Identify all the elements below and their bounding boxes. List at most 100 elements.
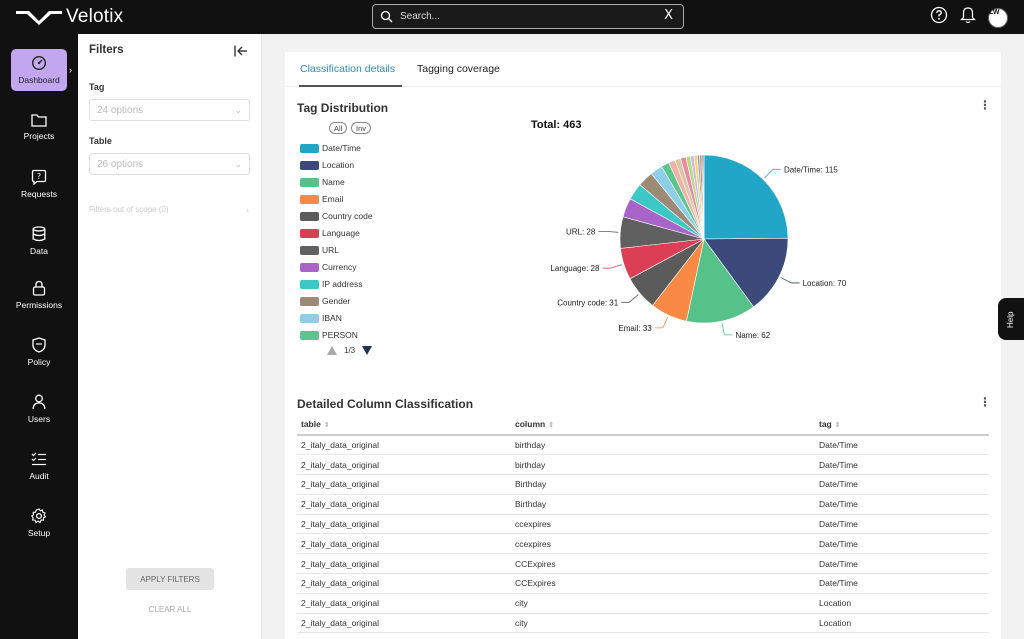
column-header-table[interactable]: table ⇕ <box>297 414 511 436</box>
more-options-icon[interactable]: ⋮ <box>979 395 991 409</box>
table-cell: Date/Time <box>815 474 989 495</box>
nav-item-policy[interactable]: Policy <box>11 331 67 373</box>
table-cell: 2_italy_data_original <box>297 593 511 614</box>
pie-slice[interactable] <box>702 154 705 240</box>
filters-out-of-scope[interactable]: Filters out of scope (0) › <box>89 205 249 215</box>
pager-up-icon[interactable] <box>327 346 337 355</box>
sort-icon: ⇕ <box>548 422 555 429</box>
search-bar[interactable]: X <box>372 4 684 29</box>
search-input[interactable] <box>400 8 650 25</box>
app-name: Velotix <box>66 6 124 27</box>
table-row[interactable]: 2_italy_data_original CCExpires Date/Time <box>297 553 989 575</box>
nav-item-data[interactable]: Data <box>11 220 67 262</box>
pie-total-label: Total: 463 <box>531 119 582 131</box>
nav-item-setup[interactable]: Setup <box>11 502 67 544</box>
nav-item-permissions[interactable]: Permissions <box>11 274 67 316</box>
legend-all-button[interactable]: All <box>329 122 348 134</box>
pie-label-line <box>621 294 639 303</box>
legend-swatch <box>300 313 319 323</box>
legend-item[interactable]: PERSON <box>300 329 358 341</box>
table-cell: 2_italy_data_original <box>297 435 511 456</box>
search-icon <box>380 10 393 23</box>
legend-label: Currency <box>322 262 357 272</box>
out-of-scope-label: Filters out of scope (0) <box>89 205 169 214</box>
checklist-icon <box>31 452 46 466</box>
pie-slice[interactable] <box>703 154 789 240</box>
legend-invert-button[interactable]: Inv <box>351 122 372 134</box>
tag-filter-select[interactable]: 24 options ⌄ <box>89 99 250 121</box>
table-cell: 2_italy_data_original <box>297 573 511 594</box>
nav-item-requests[interactable]: ? Requests <box>11 163 67 205</box>
request-icon: ? <box>31 169 47 185</box>
pie-slice-label: Date/Time: 115 <box>784 165 838 174</box>
table-cell: Location <box>815 613 989 634</box>
tag-filter-label: Tag <box>89 82 105 92</box>
user-icon <box>32 394 46 410</box>
table-row[interactable]: 2_italy_data_original city Location <box>297 593 989 614</box>
chevron-down-icon: ⌄ <box>234 105 242 115</box>
search-clear-button[interactable]: X <box>664 8 673 23</box>
nav-item-projects[interactable]: Projects <box>11 106 67 148</box>
table-cell: Birthday <box>511 494 815 515</box>
legend-item[interactable]: IP address <box>300 278 362 290</box>
table-row[interactable]: 2_italy_data_original ccexpires Date/Time <box>297 514 989 535</box>
nav-item-audit[interactable]: Audit <box>11 445 67 487</box>
legend-swatch <box>300 177 319 187</box>
app-logo[interactable]: Velotix <box>16 5 123 29</box>
bell-icon[interactable] <box>960 6 976 29</box>
legend-item[interactable]: Name <box>300 176 345 188</box>
tab-classification-details[interactable]: Classification details <box>300 63 396 75</box>
more-options-icon[interactable]: ⋮ <box>979 98 991 112</box>
apply-filters-button[interactable]: APPLY FILTERS <box>126 568 214 590</box>
legend-swatch <box>300 228 319 238</box>
legend-swatch <box>300 330 319 340</box>
legend-label: IP address <box>322 279 363 289</box>
table-cell: 2_italy_data_original <box>297 514 511 535</box>
dashboard-icon <box>31 55 47 71</box>
table-header-row: table ⇕ column ⇕ tag ⇕ <box>297 414 989 436</box>
table-row[interactable]: 2_italy_data_original birthday Date/Time <box>297 454 989 476</box>
table-row[interactable]: 2_italy_data_original CCExpires Date/Time <box>297 573 989 594</box>
help-circle-icon[interactable] <box>930 6 948 29</box>
legend-item[interactable]: Location <box>300 159 354 171</box>
help-tab[interactable]: Help <box>998 298 1024 340</box>
legend-label: Location <box>322 160 355 170</box>
classification-table: table ⇕ column ⇕ tag ⇕ 2_italy_data_origina… <box>297 414 989 634</box>
nav-item-users[interactable]: Users <box>11 388 67 430</box>
collapse-panel-icon[interactable] <box>234 44 248 62</box>
legend-item[interactable]: Currency <box>300 261 356 273</box>
top-icons: LW <box>930 6 1008 29</box>
pie-slice[interactable] <box>686 238 754 324</box>
table-filter-select[interactable]: 26 options ⌄ <box>89 153 250 175</box>
legend-item[interactable]: Gender <box>300 295 350 307</box>
table-row[interactable]: 2_italy_data_original birthday Date/Time <box>297 435 989 456</box>
svg-text:?: ? <box>37 172 41 181</box>
clear-all-button[interactable]: CLEAR ALL <box>148 605 192 614</box>
nav-item-dashboard[interactable]: Dashboard <box>11 49 67 91</box>
column-header-tag[interactable]: tag ⇕ <box>815 414 989 436</box>
legend-label: Gender <box>322 296 351 306</box>
table-row[interactable]: 2_italy_data_original city Location <box>297 613 989 634</box>
legend-swatch <box>300 245 319 255</box>
pager-down-icon[interactable] <box>362 346 373 355</box>
legend-item[interactable]: URL <box>300 244 339 256</box>
legend-item[interactable]: Language <box>300 227 360 239</box>
legend-item[interactable]: Country code <box>300 210 373 222</box>
legend-item[interactable]: IBAN <box>300 312 342 324</box>
tab-tagging-coverage[interactable]: Tagging coverage <box>417 63 500 75</box>
table-cell: Date/Time <box>815 514 989 535</box>
lock-icon <box>32 280 46 296</box>
filters-title: Filters <box>89 44 124 56</box>
table-row[interactable]: 2_italy_data_original ccexpires Date/Time <box>297 533 989 555</box>
table-row[interactable]: 2_italy_data_original Birthday Date/Time <box>297 494 989 515</box>
pie-slice[interactable] <box>703 237 789 308</box>
legend-item[interactable]: Email <box>300 193 343 205</box>
pie-slice-label: Location: 70 <box>803 279 847 288</box>
pie-label-line <box>602 264 623 269</box>
table-row[interactable]: 2_italy_data_original Birthday Date/Time <box>297 474 989 495</box>
table-cell: ccexpires <box>511 533 815 555</box>
legend-item[interactable]: Date/Time <box>300 142 361 154</box>
table-filter-placeholder: 26 options <box>97 159 144 170</box>
column-header-column[interactable]: column ⇕ <box>511 414 815 436</box>
user-avatar[interactable]: LW <box>988 7 1008 28</box>
